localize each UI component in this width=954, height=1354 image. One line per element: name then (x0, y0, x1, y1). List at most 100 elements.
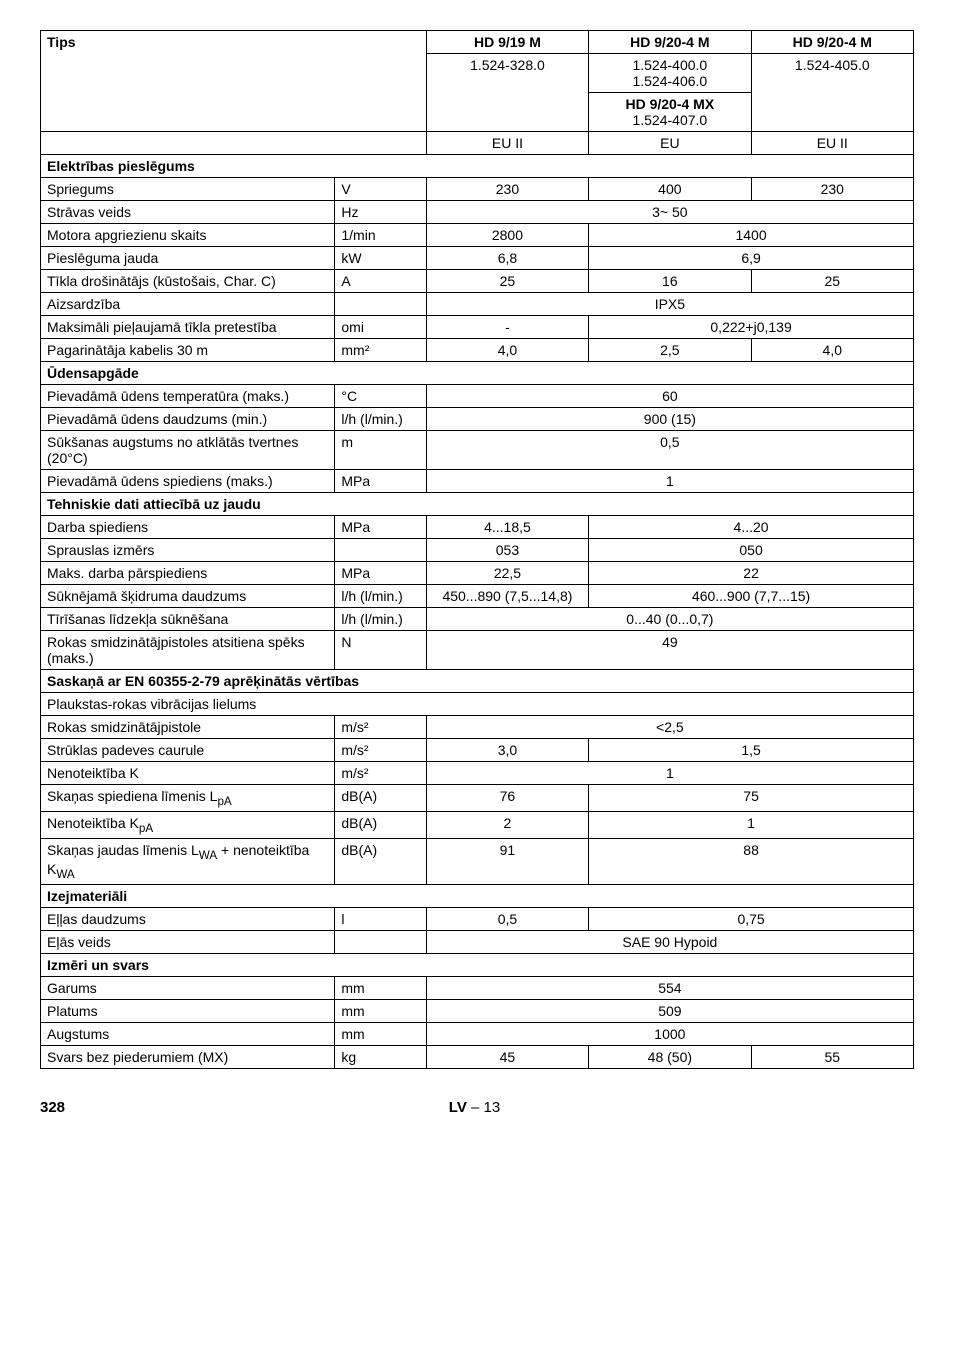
col-hd919m: HD 9/19 M (426, 31, 588, 54)
unit: m/s² (335, 716, 426, 739)
label: Strāvas veids (41, 201, 335, 224)
eu: EU (589, 132, 751, 155)
code-text: 1.524-406.0 (632, 73, 707, 89)
label: Pievadāmā ūdens spiediens (maks.) (41, 470, 335, 493)
row-augstums: Augstums mm 1000 (41, 1023, 914, 1046)
row-darba: Darba spiediens MPa 4...18,5 4...20 (41, 516, 914, 539)
row-nenoteiktiba-kpa: Nenoteiktība KpA dB(A) 2 1 (41, 811, 914, 838)
page-number: 328 (40, 1099, 65, 1116)
row-maksimali: Maksimāli pieļaujamā tīkla pretestība om… (41, 316, 914, 339)
val: SAE 90 Hypoid (426, 931, 913, 954)
val: 450...890 (7,5...14,8) (426, 585, 588, 608)
row-rokas-smidz: Rokas smidzinātājpistoles atsitiena spēk… (41, 631, 914, 670)
section-elektribas: Elektrības pieslēgums (41, 155, 914, 178)
col-hd9204m-a: HD 9/20-4 M (589, 31, 751, 54)
label: Pieslēguma jauda (41, 247, 335, 270)
unit: mm (335, 1023, 426, 1046)
unit: Hz (335, 201, 426, 224)
label-text: Skaņas jaudas līmenis L (47, 842, 199, 858)
val: 55 (751, 1046, 913, 1069)
val: 60 (426, 385, 913, 408)
label: Rokas smidzinātājpistole (41, 716, 335, 739)
label: Strūklas padeves caurule (41, 739, 335, 762)
label: Nenoteiktība K (41, 762, 335, 785)
label: Nenoteiktība KpA (41, 811, 335, 838)
section-label: Izmēri un svars (41, 954, 914, 977)
row-motora: Motora apgriezienu skaits 1/min 2800 140… (41, 224, 914, 247)
section-label: Izejmateriāli (41, 885, 914, 908)
val: 1 (426, 470, 913, 493)
val: 0,5 (426, 908, 588, 931)
row-skanas-jaudas: Skaņas jaudas līmenis LWA + nenoteiktība… (41, 838, 914, 885)
label: Pievadāmā ūdens temperatūra (maks.) (41, 385, 335, 408)
section-izejmateriali: Izejmateriāli (41, 885, 914, 908)
header-row-eu: EU II EU EU II (41, 132, 914, 155)
unit: dB(A) (335, 838, 426, 885)
section-izmeri: Izmēri un svars (41, 954, 914, 977)
val: 91 (426, 838, 588, 885)
unit (335, 931, 426, 954)
row-garums: Garums mm 554 (41, 977, 914, 1000)
tips-header: Tips (41, 31, 427, 132)
unit (335, 539, 426, 562)
row-svars: Svars bez piederumiem (MX) kg 45 48 (50)… (41, 1046, 914, 1069)
val: 2800 (426, 224, 588, 247)
label: Augstums (41, 1023, 335, 1046)
row-platums: Platums mm 509 (41, 1000, 914, 1023)
row-spriegums: Spriegums V 230 400 230 (41, 178, 914, 201)
label: Motora apgriezienu skaits (41, 224, 335, 247)
row-stravas: Strāvas veids Hz 3~ 50 (41, 201, 914, 224)
unit: kW (335, 247, 426, 270)
row-ellas-daudz: Eļļas daudzums l 0,5 0,75 (41, 908, 914, 931)
unit: l (335, 908, 426, 931)
val: 1 (589, 811, 914, 838)
label: Skaņas spiediena līmenis LpA (41, 785, 335, 812)
section-label: Tehniskie dati attiecībā uz jaudu (41, 493, 914, 516)
section-label: Ūdensapgāde (41, 362, 914, 385)
unit: A (335, 270, 426, 293)
val: 4,0 (426, 339, 588, 362)
row-tikla: Tīkla drošinātājs (kūstošais, Char. C) A… (41, 270, 914, 293)
val: 4...18,5 (426, 516, 588, 539)
val: 22,5 (426, 562, 588, 585)
label: Maks. darba pārspiediens (41, 562, 335, 585)
unit: °C (335, 385, 426, 408)
label: Rokas smidzinātājpistoles atsitiena spēk… (41, 631, 335, 670)
label: Sūknējamā šķidruma daudzums (41, 585, 335, 608)
euii-b: EU II (751, 132, 913, 155)
unit: dB(A) (335, 811, 426, 838)
code-hd9204m-b: 1.524-405.0 (751, 54, 913, 132)
row-pievadama-temp: Pievadāmā ūdens temperatūra (maks.) °C 6… (41, 385, 914, 408)
label: Eļļas daudzums (41, 908, 335, 931)
sub: pA (217, 795, 231, 808)
label: Darba spiediens (41, 516, 335, 539)
unit: N (335, 631, 426, 670)
row-pagarinataja: Pagarinātāja kabelis 30 m mm² 4,0 2,5 4,… (41, 339, 914, 362)
footer-center: LV – 13 (449, 1099, 500, 1116)
val: 230 (426, 178, 588, 201)
val: 0,222+j0,139 (589, 316, 914, 339)
val: 4...20 (589, 516, 914, 539)
label: Spriegums (41, 178, 335, 201)
unit (335, 293, 426, 316)
row-nenoteiktiba-k: Nenoteiktība K m/s² 1 (41, 762, 914, 785)
val: 230 (751, 178, 913, 201)
unit: kg (335, 1046, 426, 1069)
val: 2 (426, 811, 588, 838)
unit: l/h (l/min.) (335, 585, 426, 608)
label: Eļās veids (41, 931, 335, 954)
val: 554 (426, 977, 913, 1000)
row-suknejama: Sūknējamā šķidruma daudzums l/h (l/min.)… (41, 585, 914, 608)
code-text: 1.524-400.0 (632, 57, 707, 73)
unit: m/s² (335, 762, 426, 785)
val: 6,9 (589, 247, 914, 270)
val: 4,0 (751, 339, 913, 362)
sub: WA (199, 848, 217, 861)
code-hd9204m-a1: 1.524-400.0 1.524-406.0 (589, 54, 751, 93)
hd9204mx-code: 1.524-407.0 (632, 112, 707, 128)
header-row-1: Tips HD 9/19 M HD 9/20-4 M HD 9/20-4 M (41, 31, 914, 54)
label: Svars bez piederumiem (MX) (41, 1046, 335, 1069)
label-text: Skaņas spiediena līmenis L (47, 788, 217, 804)
footer-dash: – (471, 1099, 479, 1116)
val: 0...40 (0...0,7) (426, 608, 913, 631)
